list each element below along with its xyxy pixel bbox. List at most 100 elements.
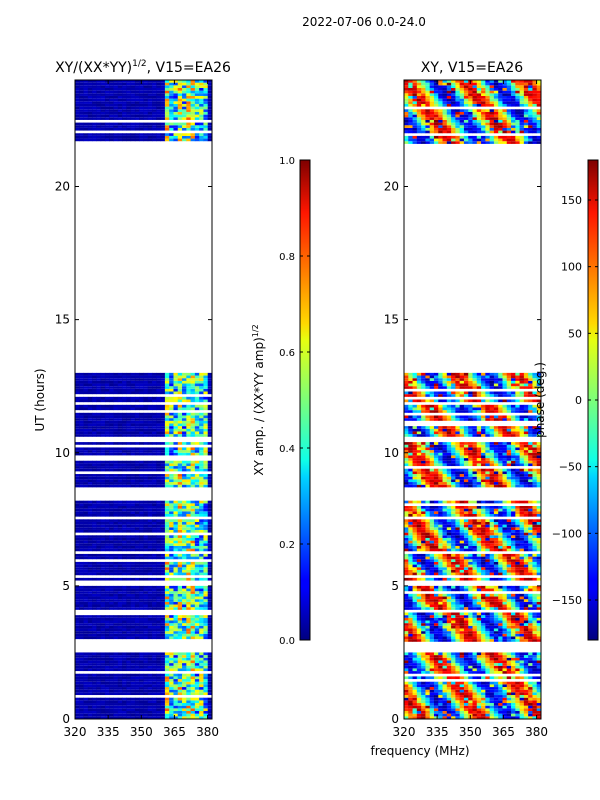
heatmap-cell <box>156 111 162 115</box>
heatmap-cell <box>199 380 204 384</box>
heatmap-cell <box>100 628 106 632</box>
heatmap-cell <box>109 85 114 88</box>
heatmap-cell <box>113 479 119 483</box>
heatmap-cell <box>190 111 196 115</box>
heatmap-cell <box>134 535 140 538</box>
heatmap-cell <box>199 447 204 451</box>
heatmap-cell <box>75 625 80 629</box>
heatmap-cell <box>160 708 166 712</box>
heatmap-cell <box>143 420 149 424</box>
heatmap-cell <box>169 703 174 706</box>
heatmap-cell <box>152 415 157 419</box>
heatmap-cell <box>485 695 491 698</box>
heatmap-cell <box>75 692 80 696</box>
heatmap-cell <box>147 418 153 421</box>
heatmap-cell <box>96 375 102 379</box>
heatmap-cell <box>182 407 187 411</box>
heatmap-cell <box>139 660 144 664</box>
heatmap-cell <box>207 391 212 395</box>
heatmap-cell <box>425 620 431 624</box>
heatmap-cell <box>147 466 153 469</box>
heatmap-cell <box>160 596 166 600</box>
heatmap-cell <box>156 420 162 424</box>
heatmap-cell <box>122 388 127 392</box>
heatmap-cell <box>404 633 409 637</box>
heatmap-cell <box>87 378 93 381</box>
heatmap-cell <box>143 407 149 411</box>
heatmap-cell <box>182 703 187 706</box>
heatmap-cell <box>489 697 495 701</box>
heatmap-cell <box>143 564 149 568</box>
heatmap-cell <box>186 508 191 512</box>
heatmap-cell <box>87 663 93 666</box>
heatmap-cell <box>104 508 110 512</box>
heatmap-cell <box>177 476 183 480</box>
heatmap-cell <box>92 628 97 632</box>
heatmap-cell <box>75 628 80 632</box>
heatmap-cell <box>109 535 114 538</box>
heatmap-cell <box>190 138 196 142</box>
heatmap-cell <box>109 428 114 432</box>
heatmap-cell <box>169 633 174 637</box>
heatmap-cell <box>186 434 191 437</box>
heatmap-cell <box>190 521 196 525</box>
heatmap-cell <box>79 567 84 570</box>
heatmap-cell <box>429 636 435 640</box>
heatmap-cell <box>147 697 153 701</box>
heatmap-cell <box>416 612 422 616</box>
heatmap-cell <box>75 90 80 94</box>
heatmap-cell <box>177 567 183 570</box>
heatmap-cell <box>139 434 144 437</box>
heatmap-cell <box>177 93 183 96</box>
heatmap-cell <box>186 466 191 469</box>
heatmap-cell <box>502 700 508 704</box>
heatmap-cell <box>182 665 187 669</box>
heatmap-cell <box>100 500 106 504</box>
heatmap-cell <box>532 663 538 666</box>
heatmap-cell <box>493 620 499 624</box>
heatmap-cell <box>446 633 452 637</box>
x-tick-label: 335 <box>97 725 120 739</box>
heatmap-cell <box>502 633 508 637</box>
heatmap-cell <box>92 543 97 546</box>
heatmap-cell <box>117 127 123 131</box>
heatmap-cell <box>203 423 209 427</box>
heatmap-cell <box>442 628 448 632</box>
heatmap-cell <box>109 372 114 376</box>
heatmap-cell <box>438 633 443 637</box>
heatmap-cell <box>100 593 106 597</box>
heatmap-cell <box>79 529 84 533</box>
heatmap-cell <box>152 463 157 467</box>
heatmap-cell <box>126 138 132 142</box>
heatmap-cell <box>177 681 183 685</box>
heatmap-cell <box>113 474 119 477</box>
heatmap-cell <box>404 687 409 690</box>
heatmap-cell <box>207 418 212 421</box>
heatmap-cell <box>160 101 166 104</box>
heatmap-cell <box>117 521 123 525</box>
heatmap-cell <box>160 689 166 693</box>
heatmap-cell <box>79 460 84 464</box>
heatmap-cell <box>177 625 183 629</box>
heatmap-cell <box>117 87 123 91</box>
heatmap-cell <box>83 484 89 488</box>
heatmap-cell <box>190 388 196 392</box>
heatmap-cell <box>177 607 183 610</box>
heatmap-cell <box>536 695 541 698</box>
heatmap-cell <box>104 601 110 605</box>
heatmap-cell <box>186 383 191 387</box>
heatmap-cell <box>186 463 191 467</box>
heatmap-cell <box>83 111 89 115</box>
heatmap-cell <box>190 676 196 680</box>
heatmap-cell <box>79 519 84 522</box>
heatmap-cell <box>96 423 102 427</box>
heatmap-cell <box>160 660 166 664</box>
heatmap-cell <box>122 524 127 528</box>
heatmap-cell <box>412 708 418 712</box>
heatmap-cell <box>190 535 196 538</box>
heatmap-cell <box>194 623 200 626</box>
heatmap-cell <box>459 689 465 693</box>
heatmap-cell <box>160 527 166 530</box>
heatmap-cell <box>79 423 84 427</box>
heatmap-cell <box>130 607 136 610</box>
